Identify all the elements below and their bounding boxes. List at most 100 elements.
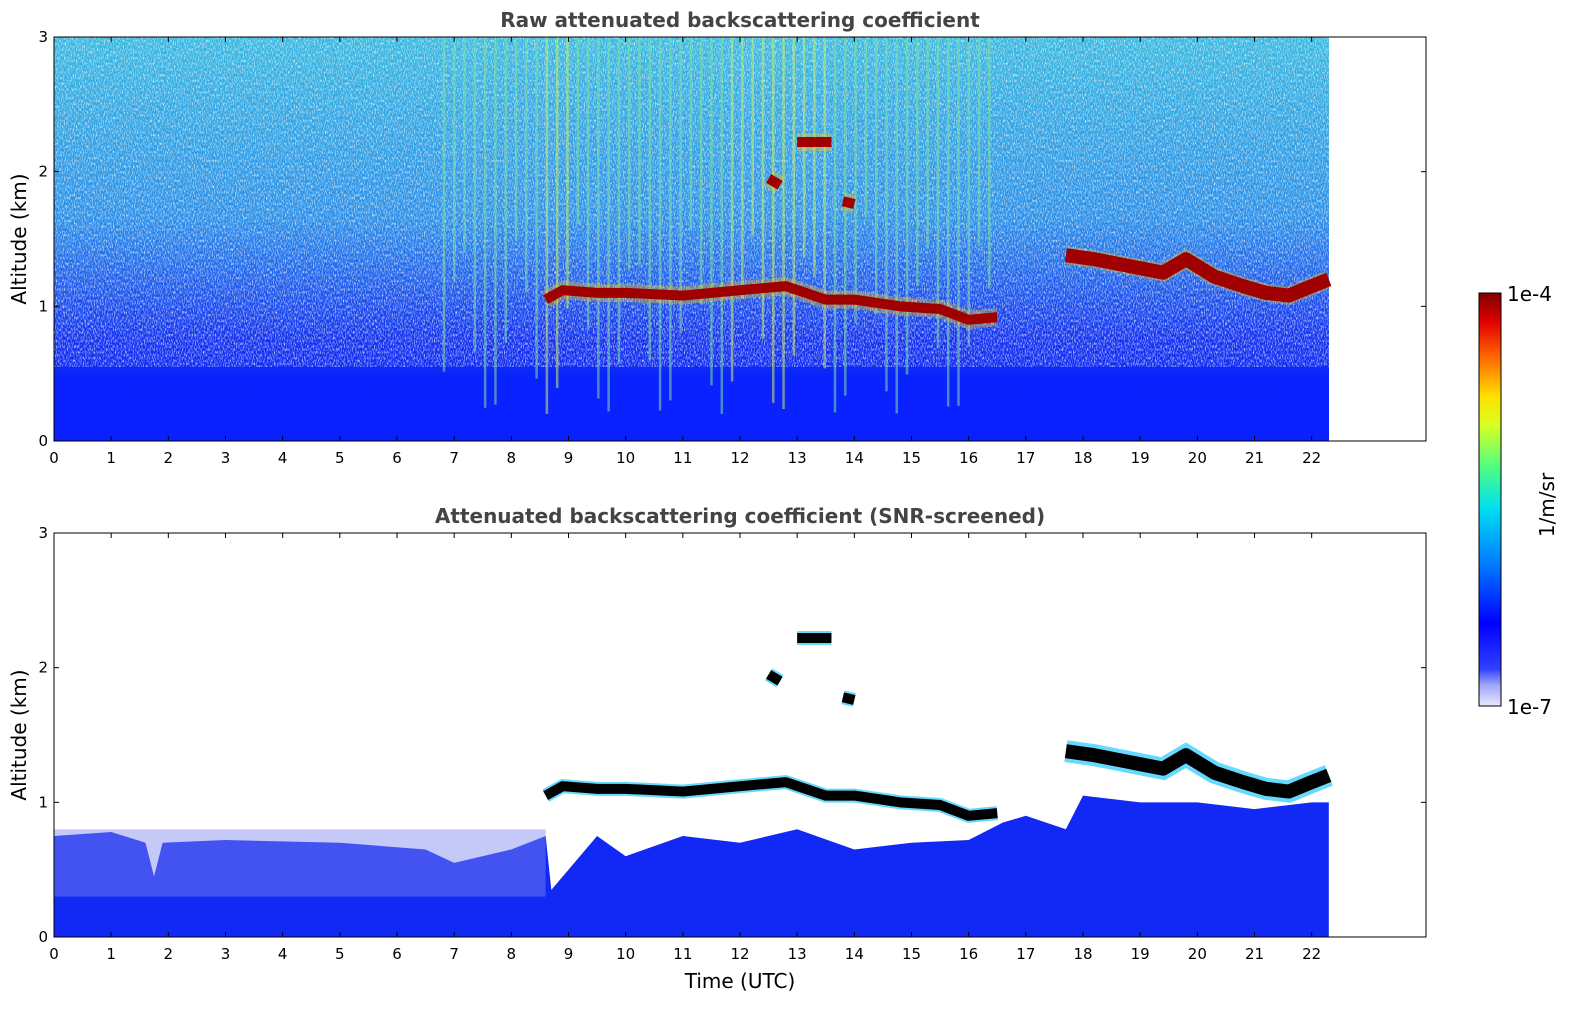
- panel2-features: [54, 631, 1333, 937]
- signal-streak: [802, 37, 806, 259]
- signal-streak: [895, 37, 898, 414]
- signal-streak: [864, 37, 868, 217]
- signal-streak: [977, 37, 981, 247]
- signal-streak: [453, 37, 456, 282]
- signal-streak: [874, 37, 878, 315]
- signal-streak: [504, 37, 507, 343]
- signal-streak: [936, 37, 940, 349]
- x-tick-label: 3: [221, 449, 231, 467]
- signal-streak: [535, 37, 538, 379]
- x-tick-label: 21: [1245, 945, 1264, 963]
- panel2-y-ticks: 0 1 2 3: [38, 524, 1426, 946]
- x-tick-label: 15: [902, 945, 921, 963]
- signal-streak: [833, 37, 837, 413]
- x-tick-label: 3: [221, 945, 231, 963]
- x-tick-label: 9: [564, 449, 574, 467]
- signal-streak: [699, 37, 703, 304]
- signal-streak: [844, 37, 847, 396]
- signal-streak: [823, 37, 826, 369]
- panel1-features: [54, 37, 1333, 441]
- signal-streak: [607, 37, 610, 412]
- cloud-layer: [766, 670, 783, 686]
- x-tick-label: 7: [449, 449, 459, 467]
- y-tick-label: 2: [38, 659, 48, 677]
- x-tick-label: 0: [49, 945, 59, 963]
- x-tick-label: 2: [164, 945, 174, 963]
- x-tick-label: 19: [1131, 945, 1150, 963]
- surface-aerosol-layer: [54, 795, 1329, 937]
- signal-streak: [679, 37, 682, 334]
- signal-streak: [442, 37, 446, 372]
- y-tick-label: 0: [38, 928, 48, 946]
- panel1-y-ticks: 0 1 2 3: [38, 28, 1426, 450]
- x-tick-label: 20: [1188, 449, 1207, 467]
- x-tick-label: 12: [730, 449, 749, 467]
- signal-streak: [576, 37, 580, 225]
- signal-streak: [916, 37, 919, 287]
- x-tick-label: 1: [106, 449, 116, 467]
- x-tick-label: 21: [1245, 449, 1264, 467]
- signal-streak: [586, 37, 590, 330]
- x-tick-label: 17: [1016, 449, 1035, 467]
- x-tick-label: 20: [1188, 945, 1207, 963]
- signal-streak: [813, 37, 816, 278]
- x-tick-label: 8: [507, 945, 517, 963]
- x-tick-label: 22: [1302, 945, 1321, 963]
- x-tick-label: 0: [49, 449, 59, 467]
- panel2-title: Attenuated backscattering coefficient (S…: [435, 504, 1045, 528]
- x-tick-label: 18: [1073, 945, 1092, 963]
- x-tick-label: 6: [392, 945, 402, 963]
- x-tick-label: 18: [1073, 449, 1092, 467]
- signal-streak: [689, 37, 693, 230]
- signal-streak: [988, 37, 991, 289]
- signal-streak: [473, 37, 477, 352]
- x-tick-label: 16: [959, 449, 978, 467]
- signal-streak: [957, 37, 960, 406]
- signal-streak: [710, 37, 713, 386]
- signal-streak: [946, 37, 950, 407]
- x-tick-label: 17: [1016, 945, 1035, 963]
- colorbar-max-label: 1e-4: [1507, 282, 1552, 306]
- signal-streak: [555, 37, 559, 388]
- x-tick-label: 11: [673, 449, 692, 467]
- x-tick-label: 4: [278, 945, 288, 963]
- signal-streak: [751, 37, 754, 237]
- low-signal-region: [54, 829, 546, 897]
- signal-streak: [658, 37, 662, 411]
- x-tick-label: 14: [845, 449, 864, 467]
- x-tick-label: 12: [730, 945, 749, 963]
- colorbar-gradient: [1478, 292, 1502, 707]
- cloud-layer: [1064, 248, 1332, 303]
- signal-streak: [885, 37, 888, 392]
- colorbar-min-label: 1e-7: [1507, 695, 1552, 719]
- x-tick-label: 22: [1302, 449, 1321, 467]
- signal-streak: [638, 37, 641, 266]
- y-tick-label: 3: [38, 28, 48, 46]
- signal-streak: [597, 37, 600, 399]
- signal-streak: [720, 37, 724, 415]
- signal-streak: [494, 37, 497, 405]
- x-tick-label: 13: [788, 449, 807, 467]
- x-tick-label: 13: [788, 945, 807, 963]
- colorbar-unit-label: 1/m/sr: [1535, 472, 1559, 537]
- signal-streak: [792, 37, 796, 356]
- signal-streak: [926, 37, 929, 249]
- signal-streak: [525, 37, 528, 293]
- x-tick-label: 1: [106, 945, 116, 963]
- cloud-layer: [841, 692, 856, 705]
- signal-streak: [741, 37, 744, 298]
- panel2-plot: [54, 533, 1426, 937]
- x-tick-label: 5: [335, 945, 345, 963]
- signal-streak: [772, 37, 775, 403]
- x-tick-label: 5: [335, 449, 345, 467]
- x-tick-label: 8: [507, 449, 517, 467]
- signal-streak: [617, 37, 621, 364]
- signal-streak: [463, 37, 466, 254]
- x-tick-label: 14: [845, 945, 864, 963]
- panel1-title: Raw attenuated backscattering coefficien…: [500, 8, 980, 32]
- signal-streak: [514, 37, 518, 242]
- signal-streak: [627, 37, 631, 271]
- signal-streak: [782, 37, 785, 410]
- x-tick-label: 15: [902, 449, 921, 467]
